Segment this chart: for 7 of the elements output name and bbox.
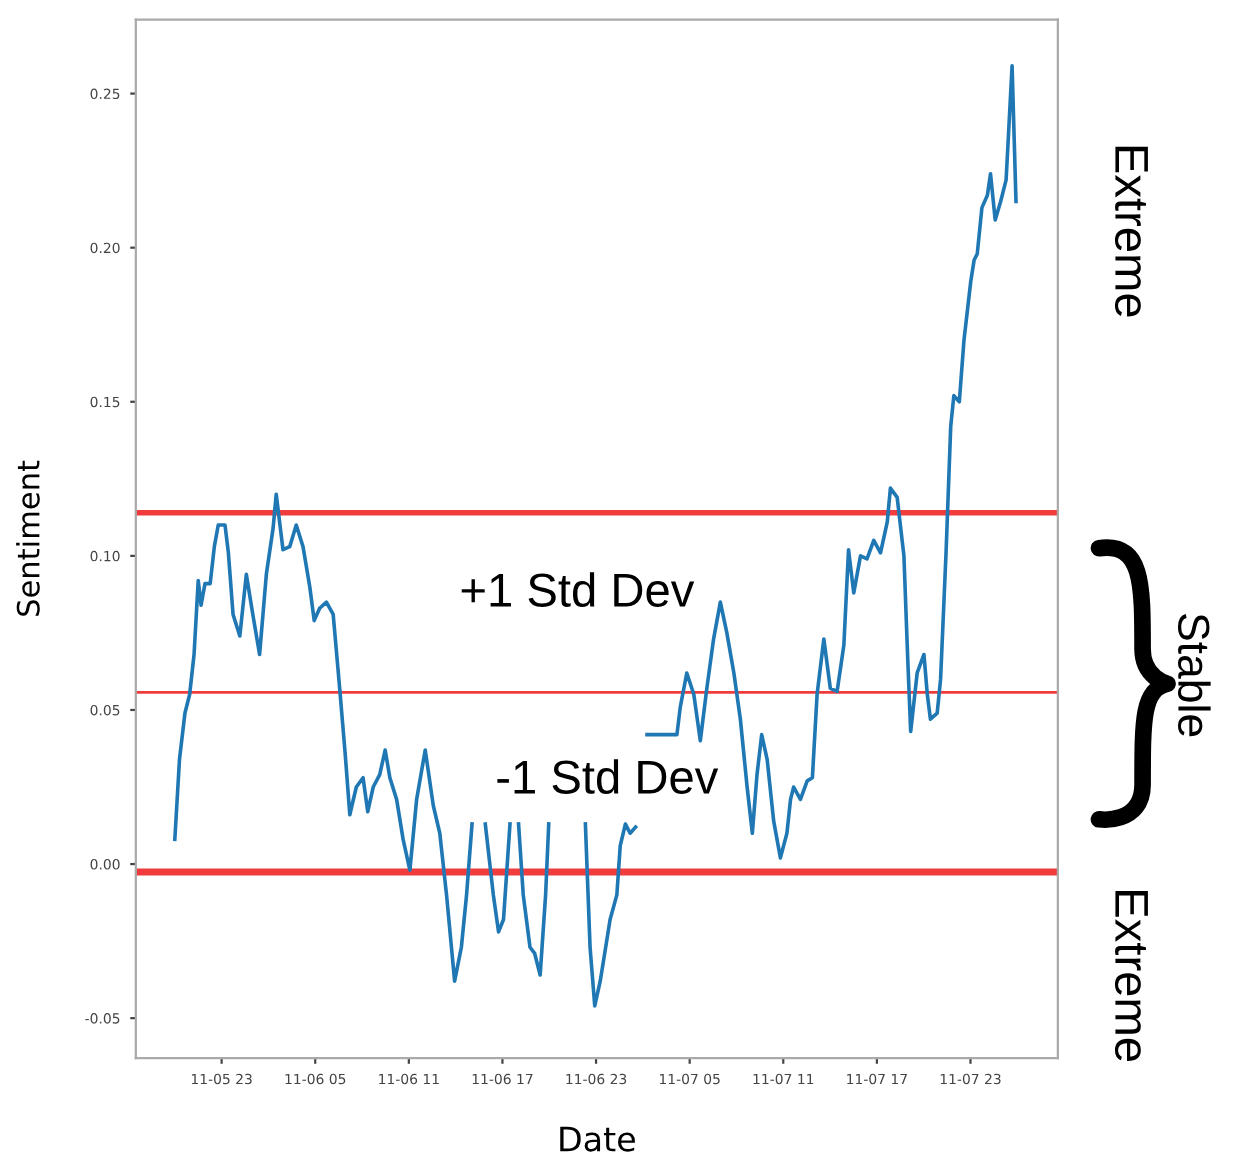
- text: Stable: [1178, 614, 1211, 737]
- text: Extreme: [1114, 146, 1148, 317]
- text: Extreme: [1114, 891, 1148, 1061]
- x-axis-title: Date: [560, 1126, 635, 1152]
- annotation: +1 Std Dev: [461, 572, 695, 607]
- annotation: -1 Std Dev: [497, 759, 719, 794]
- y-axis-title: Sentiment: [16, 460, 40, 616]
